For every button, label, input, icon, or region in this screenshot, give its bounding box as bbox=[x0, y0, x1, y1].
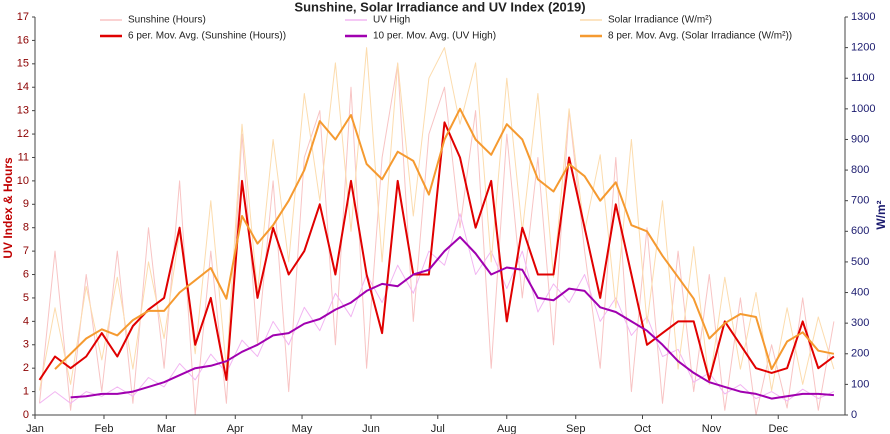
y2-tick-label: 1300 bbox=[851, 11, 875, 23]
y-tick-label: 0 bbox=[23, 409, 29, 421]
y-tick-label: 12 bbox=[17, 128, 29, 140]
y2-tick-label: 600 bbox=[851, 225, 869, 237]
y2-tick-label: 100 bbox=[851, 378, 869, 390]
legend-label: 8 per. Mov. Avg. (Solar Irradiance (W/m²… bbox=[608, 31, 792, 42]
y-tick-label: 10 bbox=[17, 175, 29, 187]
y2-tick-label: 700 bbox=[851, 195, 869, 207]
series-line bbox=[38, 121, 835, 381]
x-tick-label: Nov bbox=[702, 423, 722, 434]
y-tick-label: 17 bbox=[17, 11, 29, 23]
legend-label: Solar Irradiance (W/m²) bbox=[608, 15, 712, 26]
y2-tick-label: 900 bbox=[851, 133, 869, 145]
y2-tick-label: 300 bbox=[851, 317, 869, 329]
legend-label: Sunshine (Hours) bbox=[128, 15, 206, 26]
y2-tick-label: 200 bbox=[851, 348, 869, 360]
y-tick-label: 7 bbox=[23, 245, 29, 257]
x-tick-label: May bbox=[292, 423, 313, 434]
legend-label: UV High bbox=[373, 15, 410, 26]
x-tick-label: Apr bbox=[227, 423, 244, 434]
x-tick-label: Jan bbox=[26, 423, 44, 434]
series-line bbox=[70, 236, 834, 400]
x-tick-label: Aug bbox=[497, 423, 517, 434]
y-tick-label: 8 bbox=[23, 222, 29, 234]
y2-tick-label: 1200 bbox=[851, 42, 875, 54]
y-tick-label: 9 bbox=[23, 198, 29, 210]
y2-tick-label: 1100 bbox=[851, 72, 875, 84]
y-tick-label: 1 bbox=[23, 385, 29, 397]
y-tick-label: 15 bbox=[17, 58, 29, 70]
series-line bbox=[39, 47, 835, 391]
y-axis-label: UV Index & Hours bbox=[1, 157, 15, 259]
series-line bbox=[54, 107, 835, 371]
y2-axis-label: W/m² bbox=[874, 200, 888, 229]
legend-label: 6 per. Mov. Avg. (Sunshine (Hours)) bbox=[128, 31, 286, 42]
x-tick-label: Mar bbox=[157, 423, 176, 434]
y-tick-label: 3 bbox=[23, 339, 29, 351]
y-tick-label: 5 bbox=[23, 292, 29, 304]
y-tick-label: 13 bbox=[17, 105, 29, 117]
y2-tick-label: 1000 bbox=[851, 103, 875, 115]
legend-label: 10 per. Mov. Avg. (UV High) bbox=[373, 31, 496, 42]
x-tick-label: Feb bbox=[94, 423, 113, 434]
y-tick-label: 2 bbox=[23, 362, 29, 374]
chart-title: Sunshine, Solar Irradiance and UV Index … bbox=[294, 0, 585, 14]
y2-tick-label: 0 bbox=[851, 409, 857, 421]
y2-tick-label: 400 bbox=[851, 286, 869, 298]
y-tick-label: 11 bbox=[18, 151, 29, 163]
y2-tick-label: 800 bbox=[851, 164, 869, 176]
y2-tick-label: 500 bbox=[851, 256, 869, 268]
x-tick-label: Jun bbox=[362, 423, 380, 434]
x-tick-label: Oct bbox=[634, 423, 651, 434]
y-tick-label: 16 bbox=[17, 34, 29, 46]
y-tick-label: 6 bbox=[23, 268, 29, 280]
x-tick-label: Sep bbox=[566, 423, 586, 434]
x-tick-label: Jul bbox=[431, 423, 445, 434]
series-line bbox=[39, 63, 835, 416]
y-tick-label: 14 bbox=[17, 81, 29, 93]
x-tick-label: Dec bbox=[768, 423, 788, 434]
y-tick-label: 4 bbox=[23, 315, 29, 327]
